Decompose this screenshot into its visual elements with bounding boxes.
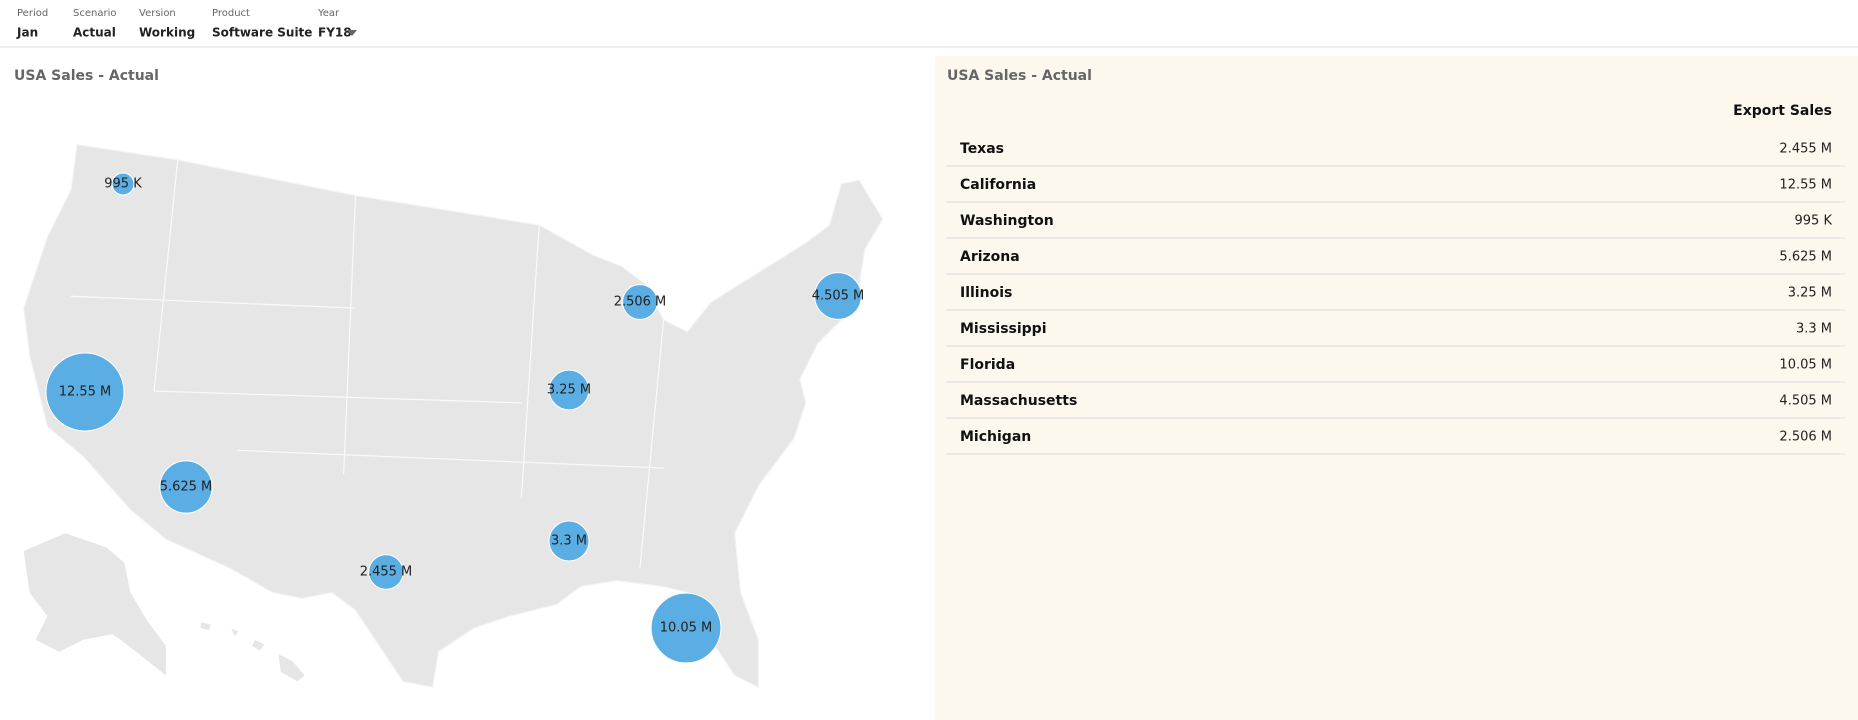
pov-label: Product — [212, 8, 250, 19]
sales-value: 995 K — [1795, 214, 1833, 229]
dropdown-arrow[interactable] — [347, 30, 357, 36]
bubble[interactable] — [45, 352, 125, 432]
column-header: Export Sales — [1733, 103, 1832, 119]
bubble-label: 12.55 M — [59, 385, 112, 400]
sales-value: 2.506 M — [1779, 430, 1832, 445]
pov-value[interactable]: Working — [139, 26, 195, 40]
sales-value: 2.455 M — [1779, 142, 1832, 157]
table-rows: Texas 2.455 M California 12.55 M Washington 9… — [946, 141, 1845, 455]
alaska — [23, 533, 166, 676]
pov-value[interactable]: Jan — [16, 26, 38, 40]
bubble-label: 3.25 M — [547, 383, 591, 398]
bubble-label: 2.506 M — [614, 295, 667, 310]
sales-value: 10.05 M — [1779, 358, 1832, 373]
bubble[interactable] — [548, 520, 590, 562]
sales-value: 12.55 M — [1779, 178, 1832, 193]
state-name[interactable]: Illinois — [960, 285, 1012, 301]
bubble-label: 5.625 M — [160, 480, 213, 495]
state-name[interactable]: Massachusetts — [960, 393, 1077, 409]
sales-value: 4.505 M — [1779, 394, 1832, 409]
pov-value[interactable]: Actual — [73, 26, 116, 40]
sales-value: 5.625 M — [1779, 250, 1832, 265]
bubble[interactable] — [650, 592, 722, 664]
bubble[interactable] — [368, 554, 404, 590]
usa-map — [23, 143, 884, 689]
table-panel: USA Sales - Actual Export Sales Texas 2.4… — [935, 56, 1858, 720]
bubble-label: 10.05 M — [660, 621, 713, 636]
state-name[interactable]: Arizona — [960, 249, 1020, 265]
state-name[interactable]: California — [960, 177, 1036, 193]
pov-label: Version — [139, 8, 176, 19]
state-name[interactable]: Texas — [960, 141, 1004, 157]
panel-title: USA Sales - Actual — [14, 68, 159, 84]
panel-title: USA Sales - Actual — [947, 68, 1092, 84]
bubble-label: 3.3 M — [551, 534, 587, 549]
bubble[interactable] — [548, 369, 590, 411]
bubble[interactable] — [111, 172, 135, 196]
pov-label: Year — [317, 8, 340, 19]
bubble-layer: 2.455 M 12.55 M 995 K 5.625 M 3.25 M 3.3 M 10.… — [45, 172, 865, 664]
pov-label: Scenario — [73, 8, 116, 19]
pov-value[interactable]: Software Suite — [212, 26, 312, 40]
pov-value[interactable]: FY18 — [318, 26, 352, 40]
sales-value: 3.3 M — [1796, 322, 1832, 337]
bubble[interactable] — [159, 460, 213, 514]
table-background — [935, 56, 1858, 720]
bubble[interactable] — [622, 284, 658, 320]
bubble[interactable] — [814, 272, 862, 320]
state-name[interactable]: Michigan — [960, 429, 1031, 445]
sales-value: 3.25 M — [1788, 286, 1832, 301]
bubble-label: 4.505 M — [812, 289, 865, 304]
state-borders — [71, 159, 665, 569]
hawaii — [200, 622, 305, 682]
state-name[interactable]: Florida — [960, 357, 1015, 373]
map-panel: USA Sales - Actual 2.455 M 12.55 M 995 K 5.… — [14, 68, 884, 689]
contiguous-us — [23, 143, 884, 689]
pov-bar: Period Jan Scenario Actual Version Working Pro… — [16, 8, 352, 40]
bubble-label: 995 K — [104, 177, 142, 192]
state-name[interactable]: Washington — [960, 213, 1054, 229]
bubble-label: 2.455 M — [360, 565, 413, 580]
state-name[interactable]: Mississippi — [960, 321, 1047, 337]
pov-label: Period — [17, 8, 48, 19]
